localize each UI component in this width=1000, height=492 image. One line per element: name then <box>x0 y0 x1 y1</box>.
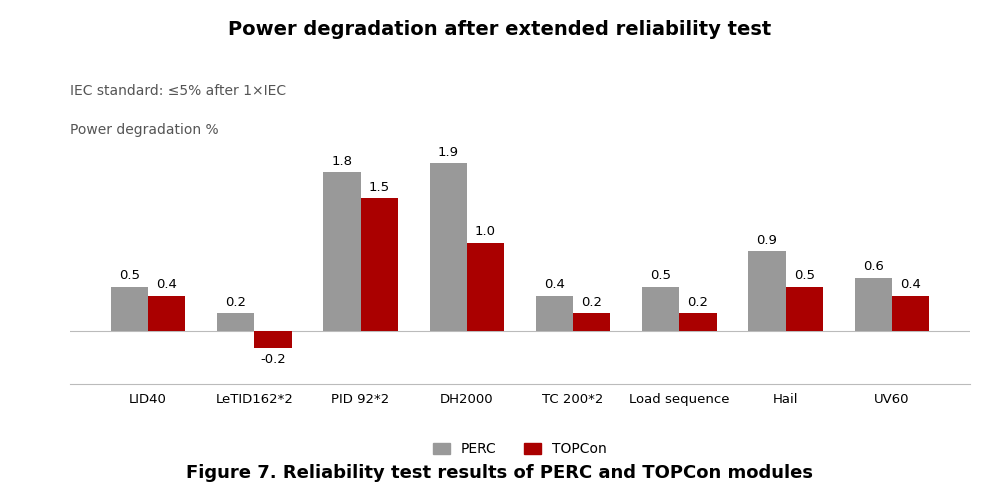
Text: 0.4: 0.4 <box>900 278 921 291</box>
Bar <box>855 278 892 331</box>
Bar <box>148 296 185 331</box>
Bar <box>361 198 398 331</box>
Bar <box>430 163 467 331</box>
Bar <box>892 296 929 331</box>
Bar <box>573 313 610 331</box>
Text: 0.2: 0.2 <box>581 296 602 309</box>
Text: 1.8: 1.8 <box>332 154 353 168</box>
Text: Power degradation after extended reliability test: Power degradation after extended reliabi… <box>228 20 772 39</box>
Text: 0.6: 0.6 <box>863 260 884 274</box>
Text: 0.4: 0.4 <box>544 278 565 291</box>
Text: 0.2: 0.2 <box>225 296 246 309</box>
Bar <box>254 331 292 348</box>
Text: IEC standard: ≤5% after 1×IEC: IEC standard: ≤5% after 1×IEC <box>70 84 286 97</box>
Text: 0.4: 0.4 <box>156 278 177 291</box>
Bar <box>111 287 148 331</box>
Text: Figure 7. Reliability test results of PERC and TOPCon modules: Figure 7. Reliability test results of PE… <box>186 464 814 482</box>
Bar <box>536 296 573 331</box>
Text: 0.2: 0.2 <box>687 296 708 309</box>
Text: 0.5: 0.5 <box>794 269 815 282</box>
Bar <box>642 287 679 331</box>
Bar <box>679 313 717 331</box>
Text: 1.0: 1.0 <box>475 225 496 238</box>
Bar <box>786 287 823 331</box>
Text: 0.9: 0.9 <box>757 234 777 247</box>
Text: -0.2: -0.2 <box>260 353 286 366</box>
Text: Power degradation %: Power degradation % <box>70 123 219 137</box>
Bar <box>217 313 254 331</box>
Text: 1.9: 1.9 <box>438 146 459 159</box>
Legend: PERC, TOPCon: PERC, TOPCon <box>428 437 612 462</box>
Text: 0.5: 0.5 <box>119 269 140 282</box>
Text: 1.5: 1.5 <box>369 181 390 194</box>
Text: 0.5: 0.5 <box>650 269 671 282</box>
Bar <box>323 172 361 331</box>
Bar <box>467 243 504 331</box>
Bar <box>748 251 786 331</box>
